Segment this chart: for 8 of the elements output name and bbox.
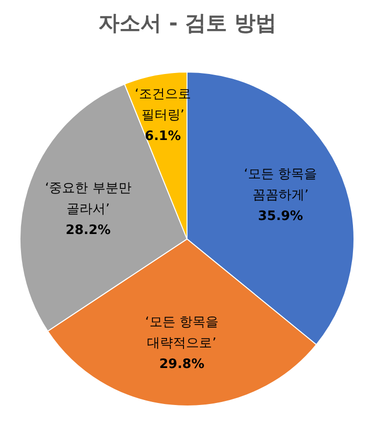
slice-label: ‘모든 항목을 대략적으로’ <box>145 314 218 351</box>
slice-label: ‘중요한 부분만 골라서’ <box>45 180 132 217</box>
data-label: 35.9% <box>258 209 304 224</box>
data-label: 28.2% <box>66 222 111 238</box>
slice-label: ‘모든 항목을 꼼꼼하게’ <box>244 167 318 204</box>
chart-title: 자소서 - 검토 방법 <box>98 11 276 35</box>
data-label: 6.1% <box>144 128 181 144</box>
data-label: 29.8% <box>159 356 204 372</box>
